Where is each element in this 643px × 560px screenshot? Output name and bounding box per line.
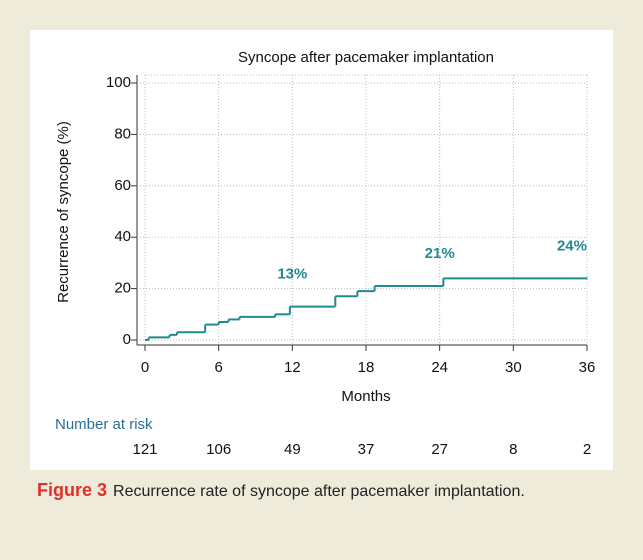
- x-tick-label: 12: [284, 359, 301, 376]
- y-tick-label: 40: [114, 228, 131, 245]
- risk-value: 121: [132, 441, 157, 458]
- caption-text: Recurrence rate of syncope after pacemak…: [113, 483, 525, 500]
- y-tick-label: 60: [114, 177, 131, 194]
- y-tick-label: 0: [123, 331, 131, 348]
- x-tick-label: 24: [431, 359, 448, 376]
- caption: Figure 3 Recurrence rate of syncope after…: [37, 478, 607, 504]
- x-tick-label: 0: [141, 359, 149, 376]
- x-tick-label: 30: [505, 359, 522, 376]
- y-tick-label: 100: [106, 74, 131, 91]
- x-tick-label: 18: [358, 359, 375, 376]
- risk-title: Number at risk: [55, 416, 153, 433]
- risk-value: 37: [358, 441, 375, 458]
- annotation: 21%: [425, 245, 455, 262]
- risk-value: 49: [284, 441, 301, 458]
- risk-value: 2: [583, 441, 591, 458]
- annotation: 24%: [557, 237, 587, 254]
- x-tick-label: 6: [214, 359, 222, 376]
- y-tick-label: 80: [114, 125, 131, 142]
- y-axis-label: Recurrence of syncope (%): [55, 121, 72, 303]
- annotation: 13%: [277, 266, 307, 283]
- caption-label: Figure 3: [37, 480, 108, 500]
- chart-title: Syncope after pacemaker implantation: [238, 49, 494, 66]
- panel: [30, 30, 613, 470]
- chart: Syncope after pacemaker implantation Rec…: [30, 30, 613, 470]
- risk-value: 27: [431, 441, 448, 458]
- risk-value: 8: [509, 441, 517, 458]
- x-tick-label: 36: [579, 359, 596, 376]
- y-tick-label: 20: [114, 280, 131, 297]
- risk-value: 106: [206, 441, 231, 458]
- x-axis-label: Months: [341, 388, 390, 405]
